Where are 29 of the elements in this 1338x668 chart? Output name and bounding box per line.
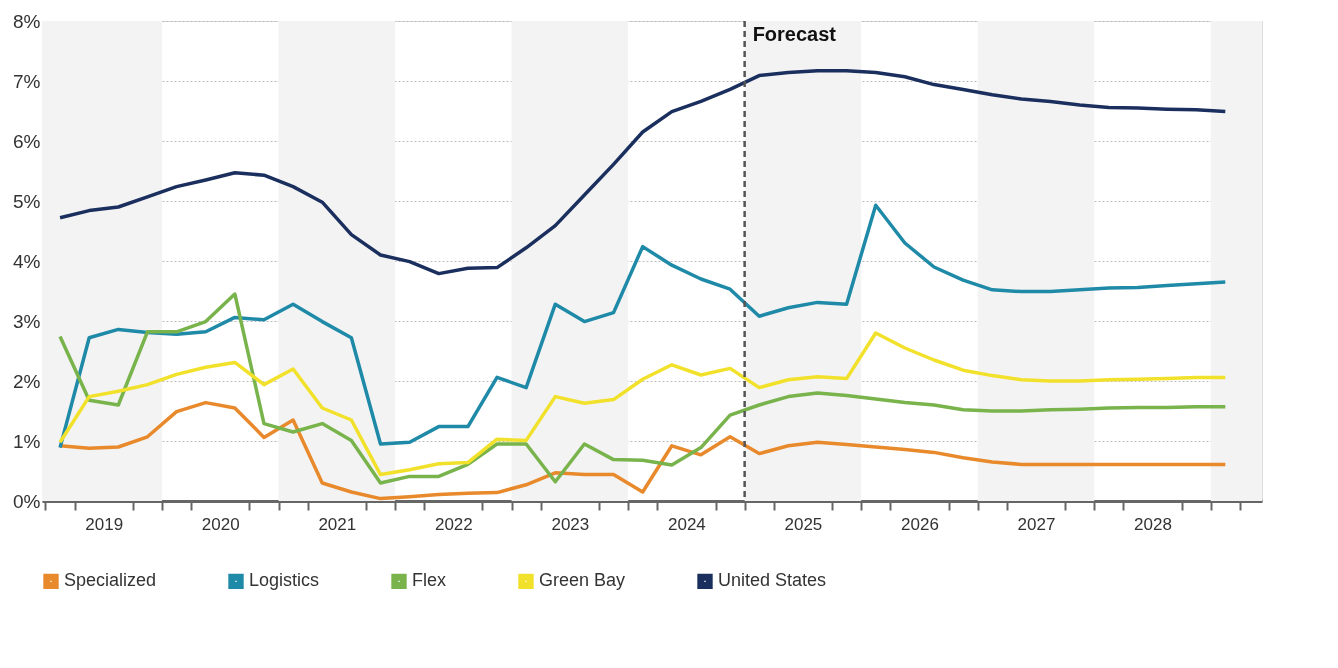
x-tick-label: 2024 bbox=[667, 514, 706, 534]
legend-label: Logistics bbox=[249, 570, 320, 591]
y-tick-label: 3% bbox=[13, 310, 41, 332]
x-tick-label: 2027 bbox=[1017, 514, 1056, 534]
x-tick-label: 2025 bbox=[784, 514, 823, 534]
legend-label: Specialized bbox=[64, 570, 157, 591]
x-tick-label: 2019 bbox=[85, 514, 124, 534]
line-series bbox=[58, 292, 1228, 485]
x-tick-label: 2028 bbox=[1134, 514, 1172, 534]
y-tick-label: 2% bbox=[13, 370, 41, 392]
ref-line-label: Forecast bbox=[752, 23, 837, 45]
x-tick-label: 2022 bbox=[434, 514, 473, 534]
y-tick-label: 5% bbox=[13, 190, 41, 212]
x-tick-label: 2021 bbox=[318, 514, 357, 534]
y-tick-label: 1% bbox=[13, 430, 41, 452]
x-tick-label: 2026 bbox=[901, 514, 939, 534]
y-tick-label: 4% bbox=[13, 250, 41, 272]
x-tick-label: 2023 bbox=[551, 514, 590, 534]
line-series bbox=[58, 331, 1228, 477]
x-tick-label: 2020 bbox=[201, 514, 240, 534]
legend-label: Green Bay bbox=[539, 570, 626, 591]
y-tick-label: 7% bbox=[13, 70, 41, 92]
legend-label: United States bbox=[718, 570, 827, 591]
line-series bbox=[58, 69, 1228, 276]
y-tick-label: 0% bbox=[13, 490, 41, 512]
y-tick-label: 8% bbox=[13, 10, 41, 32]
legend-label: Flex bbox=[412, 570, 447, 591]
line-series bbox=[58, 203, 1228, 450]
y-tick-label: 6% bbox=[13, 130, 41, 152]
